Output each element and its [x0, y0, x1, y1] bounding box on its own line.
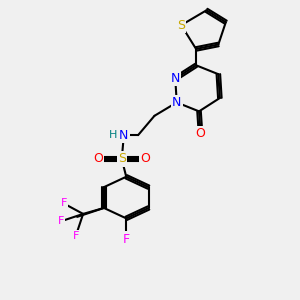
Text: N: N [171, 72, 180, 85]
Text: F: F [61, 199, 67, 208]
Text: O: O [141, 152, 151, 165]
Text: N: N [172, 96, 182, 109]
Text: F: F [123, 233, 130, 246]
Text: F: F [58, 216, 64, 226]
Text: H: H [109, 130, 117, 140]
Text: F: F [73, 231, 79, 241]
Text: S: S [177, 19, 185, 32]
Text: O: O [93, 152, 103, 165]
Text: S: S [118, 152, 126, 165]
Text: O: O [196, 127, 206, 140]
Text: N: N [119, 129, 128, 142]
